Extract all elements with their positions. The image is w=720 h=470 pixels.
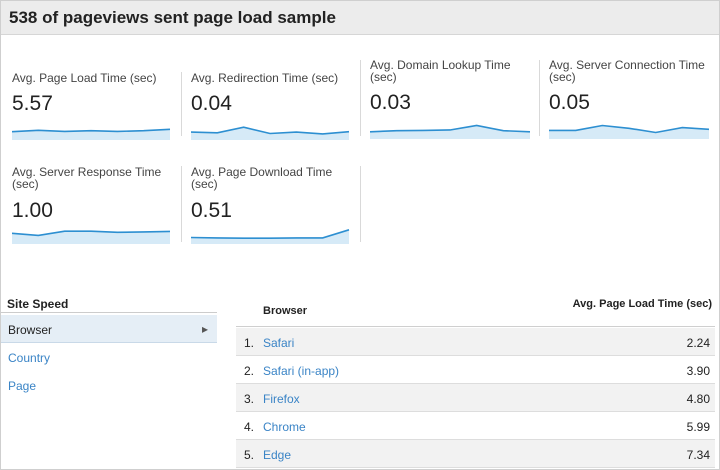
- browser-link[interactable]: Safari: [263, 336, 295, 350]
- report-header: 538 of pageviews sent page load sample: [1, 1, 719, 35]
- sparkline-line: [12, 128, 171, 133]
- metric-label: Avg. Page Load Time (sec): [12, 71, 157, 85]
- sparkline-line: [12, 230, 171, 237]
- sidebar-divider: [1, 312, 217, 313]
- sparkline-chart: [12, 230, 171, 244]
- sparkline-area: [549, 125, 709, 139]
- sparkline-area: [191, 229, 349, 244]
- table-row: 3. Firefox 4.80: [236, 384, 715, 412]
- browser-link[interactable]: Edge: [263, 448, 292, 462]
- page-load-value: 5.99: [686, 420, 710, 434]
- column-header-avg-page-load-time[interactable]: Avg. Page Load Time (sec): [572, 298, 712, 310]
- table-row: 4. Chrome 5.99: [236, 412, 715, 440]
- sparkline-line: [370, 124, 530, 133]
- metric-page-download-time[interactable]: Avg. Page Download Time (sec) 0.51: [191, 166, 361, 262]
- row-number: 1.: [244, 336, 255, 350]
- metric-divider: [181, 166, 182, 242]
- column-header-browser[interactable]: Browser: [263, 305, 308, 317]
- browser-link[interactable]: Safari (in-app): [263, 364, 340, 378]
- metric-label: Avg. Domain Lookup Time (sec): [370, 58, 511, 84]
- metric-redirection-time[interactable]: Avg. Redirection Time (sec) 0.04: [191, 72, 361, 168]
- sparkline-line: [549, 124, 709, 134]
- table-row: 5. Edge 7.34: [236, 440, 715, 468]
- metric-value: 0.05: [549, 91, 590, 114]
- sparkline-area: [12, 231, 170, 244]
- sidebar-item-browser[interactable]: Browser ▸: [1, 315, 217, 343]
- page-load-value: 7.34: [686, 448, 710, 462]
- sparkline-chart: [549, 124, 709, 139]
- metric-value: 1.00: [12, 199, 53, 222]
- row-number: 2.: [244, 364, 255, 378]
- metric-value: 0.51: [191, 199, 232, 222]
- row-number: 4.: [244, 420, 255, 434]
- metric-value: 0.04: [191, 92, 232, 115]
- metric-value: 0.03: [370, 91, 411, 114]
- sparkline-chart: [191, 229, 350, 244]
- row-number: 5.: [244, 448, 255, 462]
- sparkline-line: [191, 229, 350, 240]
- table-row: 1. Safari 2.24: [236, 328, 715, 356]
- sparkline-area: [370, 125, 530, 139]
- metric-divider: [360, 60, 361, 136]
- sidebar-item-page[interactable]: Page: [1, 371, 217, 399]
- table-header: Browser Avg. Page Load Time (sec): [236, 294, 715, 327]
- sparkline-chart: [191, 126, 350, 140]
- browser-link[interactable]: Chrome: [263, 420, 306, 434]
- metric-label: Avg. Server Response Time (sec): [12, 165, 162, 191]
- sparkline-area: [12, 129, 170, 140]
- sparkline-line: [191, 126, 350, 135]
- metric-server-connection-time[interactable]: Avg. Server Connection Time (sec) 0.05: [549, 59, 719, 155]
- page-load-value: 3.90: [686, 364, 710, 378]
- metric-divider: [539, 60, 540, 136]
- metric-divider: [360, 166, 361, 242]
- sparkline-chart: [370, 124, 530, 139]
- row-number: 3.: [244, 392, 255, 406]
- chevron-right-icon: ▸: [201, 322, 208, 336]
- page-load-value: 4.80: [686, 392, 710, 406]
- metric-value: 5.57: [12, 92, 53, 115]
- sidebar-title: Site Speed: [7, 297, 69, 311]
- metric-label: Avg. Page Download Time (sec): [191, 165, 333, 191]
- sidebar-item-country[interactable]: Country: [1, 343, 217, 371]
- browser-link[interactable]: Firefox: [263, 392, 300, 406]
- report-title: 538 of pageviews sent page load sample: [9, 8, 336, 27]
- sidebar-item-label: Country: [8, 351, 51, 365]
- metric-divider: [181, 72, 182, 136]
- metric-page-load-time[interactable]: Avg. Page Load Time (sec) 5.57: [12, 72, 182, 168]
- sparkline-chart: [12, 128, 171, 140]
- metric-label: Avg. Redirection Time (sec): [191, 71, 339, 85]
- metric-domain-lookup-time[interactable]: Avg. Domain Lookup Time (sec) 0.03: [370, 59, 540, 155]
- table-row: 2. Safari (in-app) 3.90: [236, 356, 715, 384]
- page-load-value: 2.24: [686, 336, 710, 350]
- metric-label: Avg. Server Connection Time (sec): [549, 58, 705, 84]
- sidebar-item-label: Page: [8, 379, 37, 393]
- metric-server-response-time[interactable]: Avg. Server Response Time (sec) 1.00: [12, 166, 182, 262]
- sidebar-item-label: Browser: [8, 323, 53, 337]
